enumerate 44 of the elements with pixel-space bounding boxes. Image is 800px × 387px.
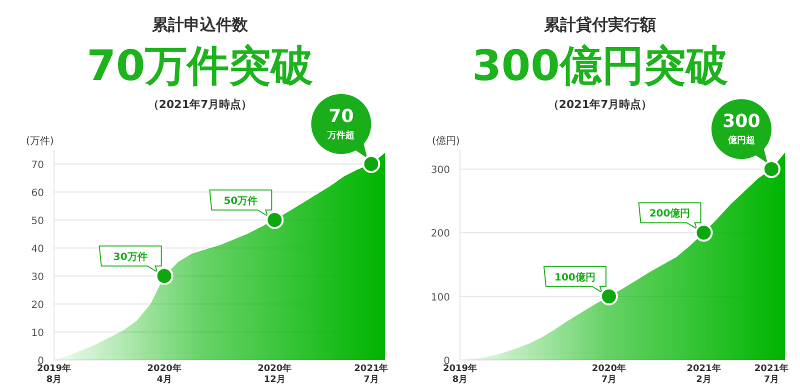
point: [362, 155, 380, 173]
y-tick-label: 60: [31, 188, 44, 199]
text: （2021年7月時点）: [148, 98, 252, 111]
y-tick-label: 100: [430, 292, 450, 304]
y-axis-title: (万件): [26, 136, 54, 147]
callout: 200億円: [638, 202, 702, 230]
annotation: 50万件: [224, 195, 258, 207]
point: [694, 224, 713, 242]
x-tick-label: 2021年 2月: [686, 363, 721, 385]
point: [762, 160, 780, 178]
y-tick-label: 20: [31, 300, 44, 311]
chart-title: 累計貸付実行額: [543, 15, 656, 34]
chart-title: 累計申込件数: [151, 15, 249, 34]
text: （2021年7月時点）: [548, 98, 652, 111]
y-tick-label: 200: [430, 228, 450, 240]
x-tick-label: 2020年 7月: [592, 363, 626, 385]
y-tick-label: 50: [31, 216, 44, 227]
callout: 300 億円超: [711, 99, 772, 164]
annotation: 200億円: [649, 208, 690, 220]
x-tick-label: 2019年 8月: [36, 363, 72, 385]
point: [266, 211, 284, 229]
annotation: 100億円: [554, 271, 596, 284]
callout: 30万件: [98, 246, 162, 274]
callout: 100億円: [543, 266, 606, 294]
chart-subtitle: 70万件突破: [86, 41, 314, 90]
callout: 50万件: [209, 190, 272, 218]
x-tick-label: 2021年 7月: [754, 363, 788, 385]
annotation: 30万件: [113, 251, 148, 263]
point: [155, 267, 174, 285]
x-tick-label: 2020年 12月: [258, 363, 292, 385]
x-tick-label: 2019年 8月: [442, 363, 478, 385]
y-tick-label: 10: [31, 328, 44, 339]
annotation: 300 億円超: [722, 111, 760, 146]
x-tick-label: 2021年 7月: [354, 363, 388, 385]
y-axis-title: (億円): [432, 135, 460, 147]
point: [600, 287, 618, 306]
callout: 70 万件超: [311, 94, 372, 158]
y-tick-label: 70: [31, 160, 44, 171]
y-tick-label: 30: [31, 272, 44, 283]
annotation: 70 万件超: [326, 106, 355, 141]
y-tick-label: 40: [31, 244, 44, 255]
chart-subtitle: 300億円突破: [472, 41, 728, 90]
y-tick-label: 300: [430, 165, 450, 176]
x-tick-label: 2020年 4月: [147, 363, 182, 385]
